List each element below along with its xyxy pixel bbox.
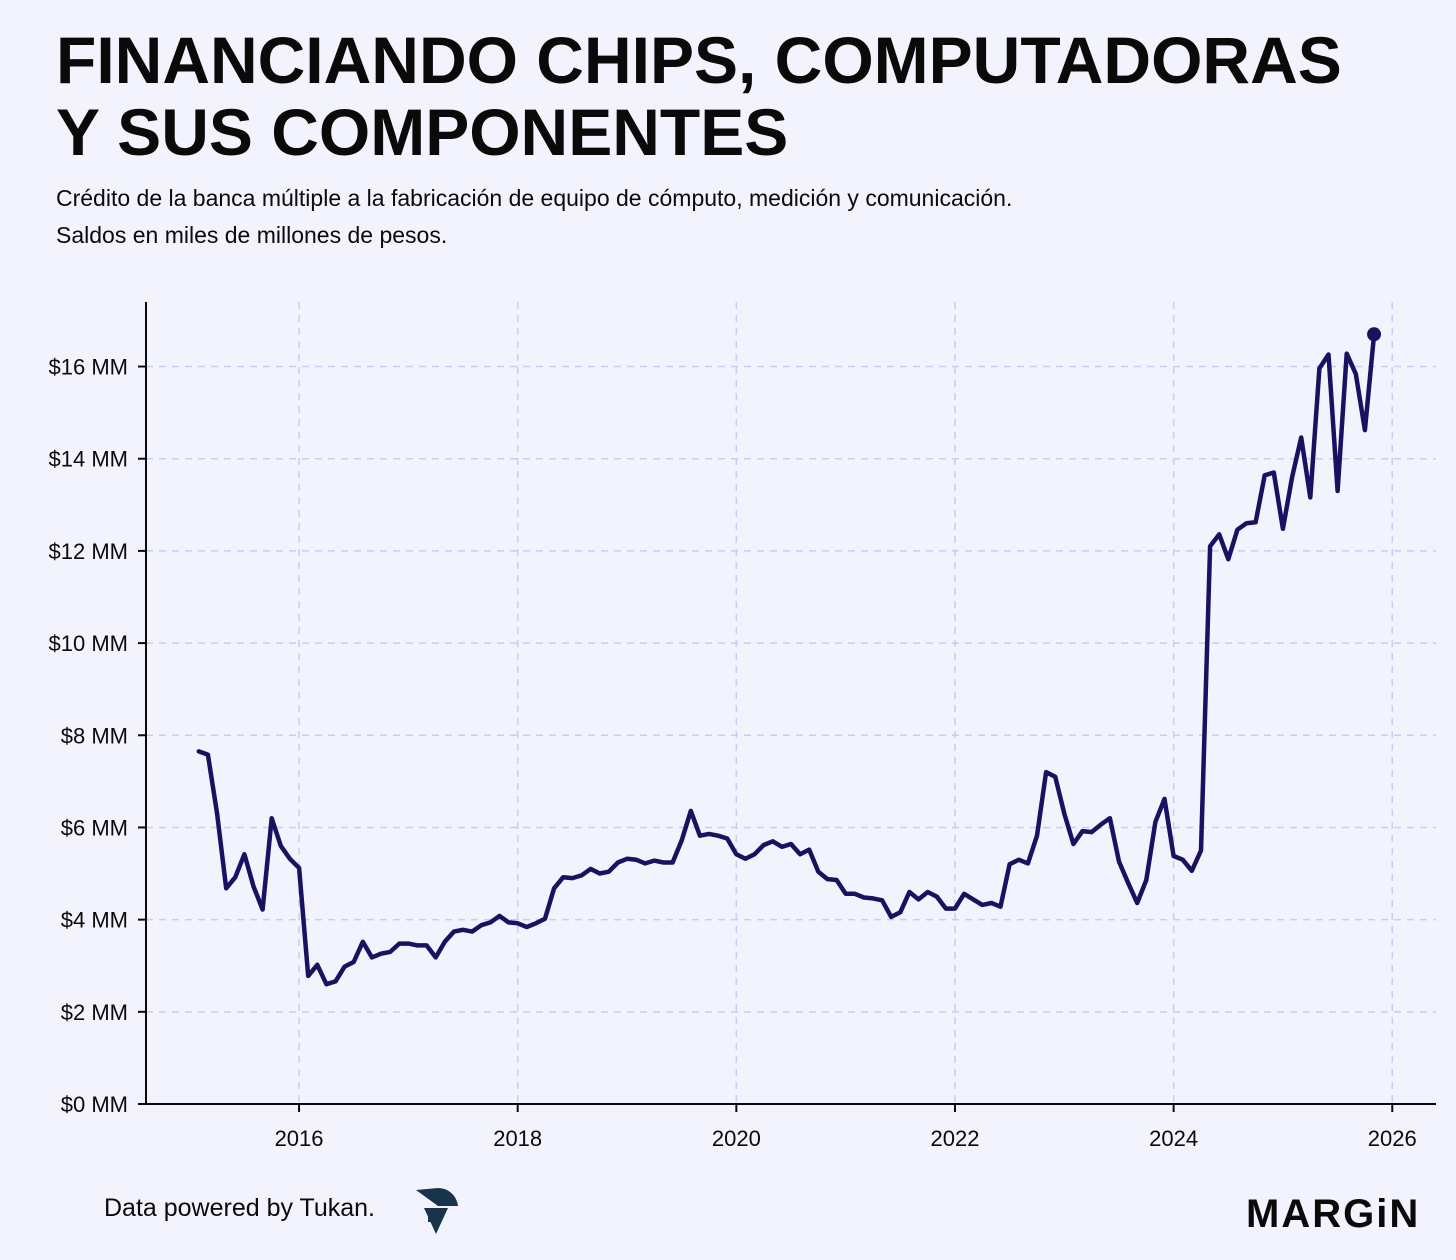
tukan-logo-top-shape: [416, 1187, 458, 1206]
data-credit: Data powered by Tukan.: [104, 1194, 375, 1222]
y-tick-label: $10 MM: [49, 631, 128, 656]
y-tick-label: $6 MM: [61, 815, 128, 840]
tukan-logo-stem: [428, 1208, 436, 1222]
line-chart: $0 MM $2 MM $4 MM $6 MM $8 MM $10 MM $12 MM $14…: [49, 302, 1436, 1151]
y-tick-label: $16 MM: [49, 355, 128, 380]
x-tick-label: 2018: [493, 1126, 542, 1151]
y-tick-label: $0 MM: [61, 1092, 128, 1117]
x-tick-label: 2022: [931, 1126, 980, 1151]
title-line-1: FINANCIANDO CHIPS, COMPUTADORAS: [56, 23, 1342, 97]
series-line: [196, 332, 1377, 987]
title-line-2: Y SUS COMPONENTES: [56, 95, 789, 169]
y-tick-label: $8 MM: [61, 723, 128, 748]
x-tick-label: 2024: [1149, 1126, 1198, 1151]
grid-layer: [146, 302, 1436, 1104]
series-end-point: [1367, 327, 1382, 342]
page-subtitle: Crédito de la banca múltiple a la fabric…: [56, 180, 1012, 254]
x-tick-label: 2026: [1368, 1126, 1417, 1151]
tukan-logo-icon: [416, 1187, 458, 1234]
brand-logo: MARGiN: [1246, 1192, 1421, 1236]
series-layer: [196, 327, 1382, 987]
tick-label-layer: $0 MM $2 MM $4 MM $6 MM $8 MM $10 MM $12 MM $14…: [49, 355, 1417, 1151]
x-tick-label: 2020: [712, 1126, 761, 1151]
y-tick-label: $14 MM: [49, 447, 128, 472]
subtitle-line-1: Crédito de la banca múltiple a la fabric…: [56, 185, 1013, 211]
page-title: FINANCIANDO CHIPS, COMPUTADORAS Y SUS CO…: [56, 24, 1342, 168]
subtitle-line-2: Saldos en miles de millones de pesos.: [56, 222, 448, 248]
y-tick-label: $4 MM: [61, 908, 128, 933]
y-tick-label: $12 MM: [49, 539, 128, 564]
axis-layer: [138, 302, 1436, 1112]
y-tick-label: $2 MM: [61, 1000, 128, 1025]
x-tick-label: 2016: [275, 1126, 324, 1151]
